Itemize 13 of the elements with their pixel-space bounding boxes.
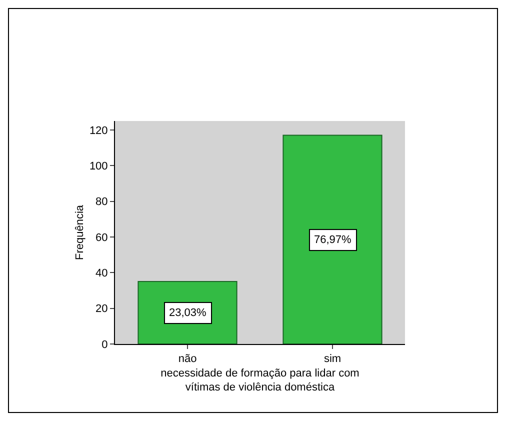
y-tick-label: 80 bbox=[96, 196, 108, 208]
x-axis-title: necessidade de formação para lidar com vítimas de violência doméstica bbox=[160, 367, 360, 394]
y-tick-label: 60 bbox=[96, 232, 108, 244]
x-tick-label: não bbox=[178, 353, 197, 366]
annotation: 76,97% bbox=[314, 234, 352, 246]
y-tick-label: 20 bbox=[96, 303, 108, 316]
y-tick-label: 100 bbox=[89, 160, 108, 172]
x-tick-label: sim bbox=[324, 353, 342, 366]
annotation: 23,03% bbox=[169, 307, 207, 319]
y-tick-label: 0 bbox=[102, 338, 108, 351]
y-tick-label: 40 bbox=[96, 267, 108, 280]
y-tick-label: 120 bbox=[89, 124, 108, 137]
y-axis-title: Frequência bbox=[74, 204, 86, 260]
